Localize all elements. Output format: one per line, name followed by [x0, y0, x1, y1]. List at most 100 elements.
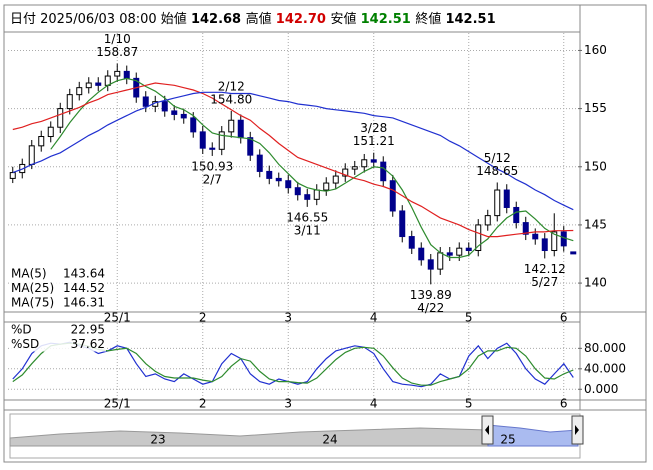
legend-bg — [9, 296, 106, 310]
candle-body — [323, 182, 330, 191]
candle-body — [180, 113, 187, 119]
legend-name: MA(5) — [11, 267, 47, 281]
legend-bg — [9, 323, 106, 337]
legend-value: 144.52 — [63, 281, 105, 295]
candle-body — [304, 194, 311, 200]
legend-name: %SD — [11, 337, 39, 351]
x-tick-label: 25/1 — [104, 311, 131, 325]
y-tick-label: 155 — [584, 101, 607, 115]
header-date: 2025/06/03 08:00 — [40, 12, 161, 27]
header-label: 終値 — [415, 11, 445, 27]
y-tick-label: 160 — [584, 43, 607, 57]
annotation-date: 3/11 — [294, 223, 321, 237]
annotation-date: 1/10 — [104, 32, 131, 46]
candle-body — [513, 206, 520, 224]
legend-bg — [9, 337, 106, 352]
candle-body — [76, 87, 83, 96]
candle-body — [361, 159, 368, 168]
line — [12, 342, 574, 386]
candle-body — [446, 252, 453, 256]
legend-bg — [9, 267, 106, 281]
annotation-date: 2/7 — [203, 172, 222, 186]
y-tick-label: 140 — [584, 276, 607, 290]
candle-body — [456, 247, 463, 256]
candle-body — [256, 154, 263, 172]
x-tick-label: 2 — [199, 311, 207, 325]
legend-value: 22.95 — [71, 323, 105, 337]
line — [12, 91, 574, 211]
header-label: 日付 — [10, 12, 40, 27]
candle-body — [484, 215, 491, 226]
x-tick-label: 6 — [560, 311, 568, 325]
header-value: 142.70 — [276, 12, 331, 27]
candle-body — [475, 224, 482, 252]
candle-body — [142, 96, 149, 107]
candle-body — [247, 137, 254, 156]
header-value: 142.51 — [361, 12, 416, 27]
annotation-date: 2/12 — [218, 79, 245, 93]
header-value: 142.51 — [445, 12, 495, 27]
annotation-date: 3/28 — [360, 121, 387, 135]
candle-body — [285, 180, 292, 189]
handle-arrow — [575, 425, 579, 435]
candle-body — [494, 189, 501, 217]
candle-body — [38, 136, 45, 147]
candle-body — [123, 70, 130, 79]
candle-body — [418, 247, 425, 261]
candle-body — [114, 70, 121, 77]
legend-bg — [9, 281, 106, 296]
header-label: 安値 — [330, 11, 360, 27]
candle-body — [332, 175, 339, 184]
candle-body — [275, 177, 282, 182]
candle-body — [294, 187, 301, 196]
candle-body — [9, 172, 16, 179]
line — [12, 82, 574, 238]
candle-body — [370, 159, 377, 163]
candle-body — [237, 119, 244, 139]
annotation-value: 151.21 — [353, 134, 395, 148]
candle-body — [399, 210, 406, 238]
x-tick-label: 6 — [560, 397, 568, 411]
candle-body — [427, 259, 434, 270]
legend-value: 146.31 — [63, 296, 105, 310]
candle-body — [342, 168, 349, 177]
candle-body — [503, 189, 510, 208]
candle-body — [66, 94, 73, 110]
candle-body — [190, 117, 197, 133]
y-tick-label: 0.000 — [584, 382, 618, 396]
candle-body — [47, 126, 54, 138]
candle-body — [209, 147, 216, 150]
candle-body — [28, 145, 35, 165]
candle-body — [380, 161, 387, 182]
x-tick-label: 4 — [370, 311, 378, 325]
header-value: 142.68 — [191, 12, 246, 27]
candle-body — [570, 251, 577, 255]
annotation-value: 148.65 — [476, 164, 518, 178]
navigator: 23 24 25 — [9, 413, 584, 459]
annotation-value: 154.80 — [210, 92, 252, 106]
header: 日付 2025/06/03 08:00 始値 142.68 高値 142.70 … — [10, 11, 496, 27]
annotation-value: 146.55 — [286, 210, 328, 224]
candle-body — [541, 238, 548, 252]
candle-body — [95, 82, 102, 86]
candle-body — [465, 247, 472, 252]
annotation-value: 150.93 — [191, 159, 233, 173]
candle-body — [351, 166, 358, 170]
header-label: 高値 — [246, 11, 276, 27]
annotation-date: 5/12 — [484, 151, 511, 165]
candle-body — [266, 170, 273, 179]
candle-body — [389, 180, 396, 212]
annotation-value: 139.89 — [410, 288, 452, 302]
x-tick-label: 5 — [465, 311, 473, 325]
annotation-value: 142.12 — [524, 262, 566, 276]
candle-body — [171, 110, 178, 115]
y-tick-label: 80.000 — [584, 341, 626, 355]
y-tick-label: 150 — [584, 159, 607, 173]
line — [12, 341, 574, 388]
navigator-area — [9, 427, 489, 447]
candle-body — [522, 222, 529, 235]
candle-body — [57, 108, 64, 128]
candle-body — [551, 231, 558, 252]
header-label: 始値 — [161, 11, 191, 27]
